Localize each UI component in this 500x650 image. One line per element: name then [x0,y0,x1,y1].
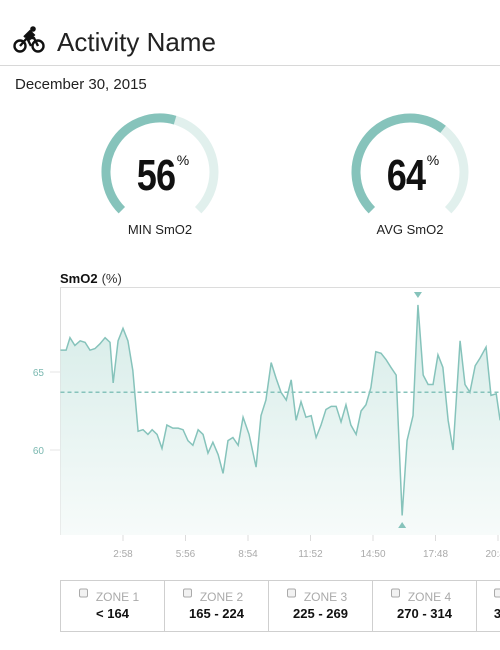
zone-cell[interactable] [268,580,373,632]
activity-title: Activity Name [57,27,216,57]
gauges: 56 % MIN SmO2 64 % AVG SmO2 [101,113,469,237]
gauge-label: AVG SmO2 [377,222,444,237]
zone-label: ZONE 2 [200,590,244,604]
x-tick-label: 2:58 [113,549,133,560]
zone-label: ZONE 3 [304,590,348,604]
zone-range: 270 - 314 [397,606,453,621]
zone-cell[interactable] [164,580,269,632]
zone-range: 165 - 224 [189,606,245,621]
min-marker [398,522,407,528]
plot-area [60,304,500,535]
zone-cell[interactable] [372,580,477,632]
zone-checkbox[interactable] [391,588,400,598]
x-tick-label: 8:54 [238,549,258,560]
x-tick-label: 5:56 [176,549,196,560]
max-marker [413,292,422,298]
activity-date: December 30, 2015 [15,76,147,93]
gauge-unit: % [427,152,439,168]
smo2-line [60,304,500,516]
zone-range: 3 [494,606,500,621]
zone-checkbox[interactable] [494,588,500,598]
chart-heading: SmO2 (%) [60,271,122,286]
y-tick-label: 65 [33,368,45,379]
zone-label: ZONE 1 [96,590,140,604]
zone-range: < 164 [96,606,130,621]
area [60,304,500,535]
x-tick-label: 17:48 [423,549,448,560]
chart-title: SmO2 [60,271,98,286]
gauge-arc [101,113,177,214]
gauge-unit: % [177,152,189,168]
y-tick-label: 60 [33,446,45,457]
axes: 60 65 2:58 5:56 8:54 11:52 14:50 17:48 20:46 [33,292,500,560]
zone-label: ZONE 4 [408,590,452,604]
x-tick-label: 11:52 [298,549,323,560]
gauge-value: 56 [137,151,175,200]
bike-icon [13,26,45,53]
gauge-arc [351,113,446,214]
x-tick-label: 14:50 [360,549,385,560]
zone-checkbox[interactable] [287,588,296,598]
chart-unit: (%) [102,271,122,286]
zone-checkbox[interactable] [79,588,88,598]
gauge-value: 64 [387,151,427,200]
x-tick-label: 20:46 [485,549,500,560]
gauge-label: MIN SmO2 [128,222,192,237]
zone-cell[interactable] [60,580,165,632]
zone-table: ZONE 1 < 164 ZONE 2 165 - 224 ZONE 3 225 - 26… [60,580,500,632]
zone-checkbox[interactable] [183,588,192,598]
zone-range: 225 - 269 [293,606,348,621]
